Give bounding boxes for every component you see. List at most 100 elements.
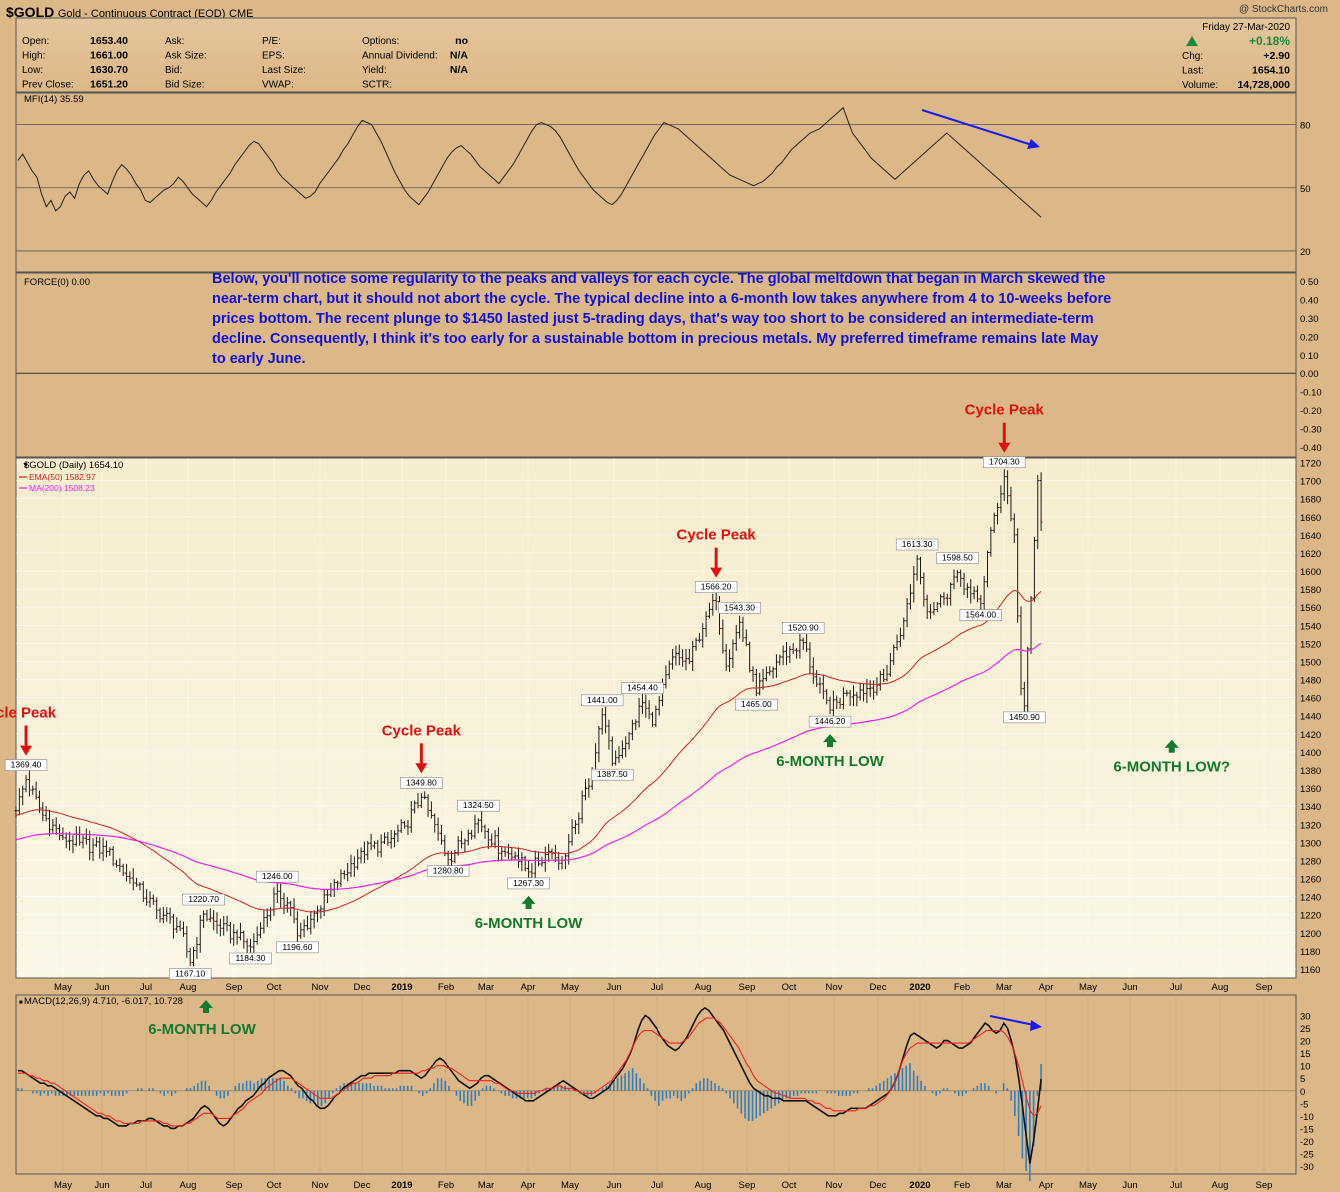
month-tick-label: Jul [651, 982, 663, 993]
macd-histogram-bar [485, 1085, 488, 1091]
macd-histogram-bar [631, 1068, 634, 1091]
macd-histogram-bar [721, 1088, 724, 1091]
quote-value: 1653.40 [90, 35, 128, 47]
price-tick-label: 1400 [1300, 748, 1321, 759]
macd-tick-label: -15 [1300, 1124, 1314, 1135]
macd-panel-bg [16, 995, 1296, 1174]
macd-histogram-bar [257, 1080, 259, 1091]
macd-histogram-bar [718, 1085, 720, 1091]
macd-histogram-bar [376, 1085, 379, 1091]
macd-histogram-bar [807, 1090, 810, 1094]
macd-histogram-bar [538, 1090, 540, 1094]
price-label: 1196.60 [282, 942, 312, 952]
macd-histogram-bar [852, 1090, 855, 1094]
ema50-line [15, 589, 1042, 913]
macd-histogram-bar [706, 1078, 709, 1091]
macd-histogram-bar [170, 1090, 173, 1096]
price-tick-label: 1600 [1300, 567, 1321, 578]
panel-border [15, 994, 1297, 1175]
macd-histogram-bar [219, 1090, 222, 1099]
macd-histogram-bar [703, 1078, 705, 1091]
force-tick-label: -0.30 [1300, 425, 1322, 436]
price-title: $GOLD (Daily) 1654.10 [24, 460, 123, 471]
macd-histogram-bar [1032, 1090, 1035, 1147]
force-tick-label: 0.20 [1300, 332, 1319, 343]
month-tick-label-bottom: Sep [226, 1180, 243, 1191]
macd-histogram-bar [317, 1090, 319, 1106]
symbol: $GOLD [6, 4, 55, 20]
quote-label: VWAP: [262, 80, 294, 91]
force-tick-label: 0.50 [1300, 277, 1319, 288]
quote-label: P/E: [262, 36, 281, 47]
macd-histogram-bar [744, 1090, 746, 1119]
quote-panel-bg [16, 18, 1296, 92]
macd-histogram-bar [459, 1090, 462, 1101]
legend-label: MA(200) 1508.23 [29, 483, 95, 493]
month-tick-label-bottom: 2019 [391, 1180, 412, 1191]
price-label: 1369.40 [11, 760, 42, 770]
price-tick-label: 1240 [1300, 893, 1321, 904]
macd-histogram-bar [163, 1090, 165, 1096]
macd-histogram-bar [725, 1090, 728, 1094]
exchange: CME [229, 8, 254, 20]
macd-histogram-bar [410, 1085, 413, 1091]
month-tick-label-bottom: Mar [478, 1180, 494, 1191]
month-tick-label-bottom: Feb [438, 1180, 454, 1191]
month-tick-label: Oct [267, 982, 282, 993]
price-label: 1566.20 [701, 582, 732, 592]
macd-histogram-bar [238, 1083, 240, 1091]
macd-histogram-bar [976, 1085, 979, 1091]
price-label: 1543.30 [724, 602, 755, 612]
month-tick-label: Jul [140, 982, 152, 993]
arrow-up-icon [1164, 739, 1179, 748]
macd-histogram-bar [504, 1090, 506, 1096]
price-label-box [400, 777, 443, 789]
macd-histogram-bar [54, 1090, 57, 1096]
macd-histogram-bar [189, 1088, 192, 1091]
macd-histogram-bar [673, 1090, 675, 1096]
macd-histogram-bar [279, 1078, 282, 1091]
price-tick-label: 1580 [1300, 585, 1321, 596]
chart-menu-icon: ▼ [22, 462, 29, 469]
cycle-peak-label: cle Peak [0, 705, 57, 722]
macd-histogram-bar [1021, 1090, 1024, 1159]
macd-histogram-bar [92, 1090, 94, 1096]
month-tick-label: Dec [354, 982, 371, 993]
macd-histogram-bar [826, 1090, 829, 1094]
macd-tick-label: -5 [1300, 1099, 1308, 1110]
macd-tick-label: 5 [1300, 1074, 1305, 1085]
macd-histogram-bar [965, 1090, 967, 1094]
quote-right-value: 14,728,000 [1237, 79, 1290, 91]
macd-histogram-bar [481, 1088, 484, 1091]
price-label: 1280.80 [433, 866, 464, 876]
macd-title: MACD(12,26,9) 4.710, -6.017, 10.728 [24, 996, 183, 1007]
macd-tick-label: 0 [1300, 1087, 1305, 1098]
macd-histogram-bar [751, 1090, 754, 1121]
price-tick-label: 1560 [1300, 603, 1321, 614]
macd-histogram-bar [924, 1085, 926, 1091]
month-tick-label: Jul [1170, 982, 1182, 993]
macd-histogram-bar [987, 1085, 990, 1091]
month-tick-label-bottom: Nov [826, 1180, 843, 1191]
month-tick-label: Sep [739, 982, 756, 993]
macd-histogram-bar [369, 1083, 372, 1091]
macd-histogram-bar [294, 1090, 297, 1094]
month-tick-label-bottom: Mar [996, 1180, 1012, 1191]
price-tick-label: 1620 [1300, 549, 1321, 560]
macd-histogram-bar [792, 1090, 795, 1096]
month-tick-label-bottom: Dec [354, 1180, 371, 1191]
panel-border [15, 17, 1297, 93]
macd-histogram-bar [264, 1078, 267, 1091]
legend-label: EMA(50) 1582.97 [29, 472, 96, 482]
macd-histogram-bar [287, 1085, 289, 1091]
macd-histogram-bar [530, 1090, 533, 1099]
quote-label: EPS: [262, 51, 285, 62]
macd-histogram-bar [148, 1088, 150, 1091]
quote-label: Last Size: [262, 65, 306, 76]
price-label: 1465.00 [741, 699, 772, 709]
macd-histogram-bar [20, 1088, 23, 1091]
price-tick-label: 1360 [1300, 784, 1321, 795]
macd-histogram-bar [856, 1090, 859, 1094]
macd-histogram-bar [695, 1083, 698, 1091]
price-label: 1598.50 [942, 552, 973, 562]
